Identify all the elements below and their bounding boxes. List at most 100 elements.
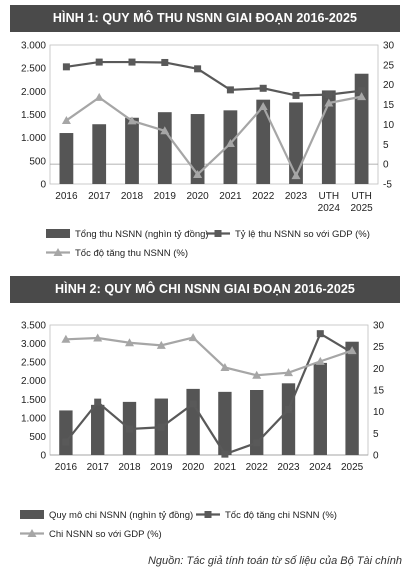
chart1-point-triangle (94, 92, 104, 101)
chart1-y-left-tick-label: 2.000 (21, 87, 46, 98)
chart1-y-left-tick-label: 500 (29, 156, 46, 167)
chart1-y-left-tick-label: 1.000 (21, 133, 46, 144)
chart2-x-tick-label-line: 2020 (182, 462, 205, 473)
chart2-legend-swatch-triangle (27, 529, 37, 537)
chart1-x-tick-label-line: 2021 (219, 191, 242, 202)
chart2-point-triangle (61, 334, 71, 343)
chart1-bar (354, 73, 369, 184)
chart2-y-right-tick-label: 25 (373, 342, 385, 353)
chart1-y-right-tick-label: -5 (383, 180, 392, 191)
chart1-x-tick-label: 2018 (121, 191, 144, 202)
chart1-x-tick-label: UTH 2025 (350, 191, 373, 214)
chart1-point-triangle (127, 116, 137, 125)
chart2-point-triangle (125, 338, 134, 347)
chart2-y-right-tick-label: 20 (373, 364, 385, 375)
chart2-x-tick-label: 2016 (55, 462, 78, 473)
chart1-bar (289, 102, 303, 184)
chart1-x-tick-label: 2017 (88, 191, 111, 202)
chart2-bar (91, 404, 105, 455)
chart1-x-tick-label-line: 2016 (55, 191, 78, 202)
chart2-x-tick-label-line: 2016 (55, 462, 78, 473)
chart1-point-triangle (357, 92, 367, 101)
chart2-bar (218, 391, 232, 455)
chart1-legend-label: Tổng thu NSNN (nghìn tỷ đồng) (75, 229, 209, 240)
chart2-x-tick-label-line: 2022 (246, 462, 269, 473)
chart2-y-left-tick-label: 2.500 (21, 358, 46, 369)
chart1-legend-item: Tỷ lệ thu NSNN so với GDP (%) (206, 229, 370, 240)
chart1-bar (223, 110, 238, 184)
chart2-y-right-tick-label: 10 (373, 407, 385, 418)
chart1-bar (92, 124, 107, 184)
chart1-y-right-tick-label: 25 (383, 60, 395, 71)
source-note: Nguồn: Tác giả tính toán từ số liệu của … (147, 555, 402, 567)
chart2-x-tick-label-line: 2023 (277, 462, 300, 473)
chart1-bar (256, 99, 271, 184)
chart2-bar (313, 362, 327, 455)
expenditure-chart: 0 500 1.000 1.500 2.000 2.500 3.000 3.500 0 5 10 15… (20, 321, 385, 540)
chart2-point-square (221, 450, 229, 458)
chart1-y-left-tick-label: 0 (40, 180, 46, 191)
chart1-point-triangle (291, 171, 301, 180)
chart2-legend-label: Tốc độ tăng chi NSNN (%) (225, 510, 337, 521)
chart1-y-left-tick-label: 3.000 (21, 41, 46, 52)
chart1-x-tick-label-line: 2019 (154, 191, 177, 202)
chart1-point-triangle (193, 169, 203, 178)
chart1-bar (157, 112, 172, 184)
chart2-title: HÌNH 2: QUY MÔ CHI NSNN GIAI ĐOẠN 2016-2… (10, 276, 400, 303)
chart2-point-triangle (252, 370, 262, 379)
chart2-point-triangle (315, 356, 325, 365)
chart2-x-tick-label: 2021 (214, 462, 237, 473)
chart2-point-square (285, 406, 292, 413)
chart1-series-line-triangle (65, 95, 362, 179)
chart2-x-tick-label: 2020 (182, 462, 205, 473)
chart1-y-left-tick-label: 2.500 (21, 64, 46, 75)
chart2-point-triangle (347, 346, 357, 355)
chart2-point-square (126, 425, 133, 433)
chart1-point-triangle (160, 126, 170, 135)
chart2-x-tick-label-line: 2021 (214, 462, 237, 473)
chart1-x-tick-label-line: 2017 (88, 191, 111, 202)
chart1-x-tick-label-line: 2022 (252, 191, 275, 202)
chart2-y-left-tick-label: 500 (29, 432, 46, 443)
chart1-point-square (95, 58, 103, 66)
chart2-point-square (62, 438, 70, 446)
chart2-legend-item: Chi NSNN so với GDP (%) (20, 529, 162, 540)
chart2-bar (59, 410, 73, 455)
chart1-point-square (226, 86, 234, 94)
chart2-point-triangle (188, 333, 198, 342)
chart1-legend-swatch-square (214, 230, 222, 237)
chart2-point-square (94, 398, 102, 406)
chart1-x-tick-label: 2016 (55, 191, 78, 202)
chart1-point-square (292, 91, 300, 99)
chart1-y-right-tick-label: 0 (383, 160, 389, 171)
chart2-x-tick-label-line: 2018 (118, 462, 141, 473)
chart2-bar (186, 388, 200, 455)
chart2-x-tick-label: 2023 (277, 462, 300, 473)
chart1-point-triangle (61, 115, 71, 124)
chart1-bar (125, 117, 139, 184)
chart1-x-tick-label: 2022 (252, 191, 275, 202)
chart2-y-right-tick-label: 15 (373, 386, 385, 397)
chart1-point-square (259, 84, 267, 92)
chart1-y-right-tick-label: 5 (383, 140, 389, 151)
chart1-x-tick-label-line: 2024 (318, 203, 341, 214)
chart2-legend-item: Quy mô chi NSNN (nghìn tỷ đồng) (20, 510, 193, 521)
chart2-legend-swatch-bar (20, 510, 44, 519)
chart2-x-tick-label: 2019 (150, 462, 173, 473)
chart1-legend-label: Tỷ lệ thu NSNN so với GDP (%) (235, 229, 370, 240)
chart2-y-left-tick-label: 1.500 (21, 395, 46, 406)
chart1-legend-item: Tốc độ tăng thu NSNN (%) (46, 248, 188, 259)
chart1-y-right-tick-label: 20 (383, 80, 395, 91)
chart1-y-right-tick-label: 30 (383, 41, 395, 52)
chart2-x-tick-label-line: 2024 (309, 462, 332, 473)
chart2-point-triangle (284, 368, 293, 377)
chart1-x-tick-label: 2023 (285, 191, 308, 202)
chart1-y-right-tick-label: 15 (383, 100, 395, 111)
chart2-x-tick-label: 2024 (309, 462, 332, 473)
chart1-plot-frame (49, 44, 379, 185)
chart2-point-triangle (93, 333, 103, 342)
chart1-point-triangle (258, 102, 268, 111)
chart2-y-right-tick-label: 5 (373, 429, 379, 440)
chart1-point-square (161, 58, 169, 66)
chart1-legend-swatch-triangle (53, 248, 63, 256)
